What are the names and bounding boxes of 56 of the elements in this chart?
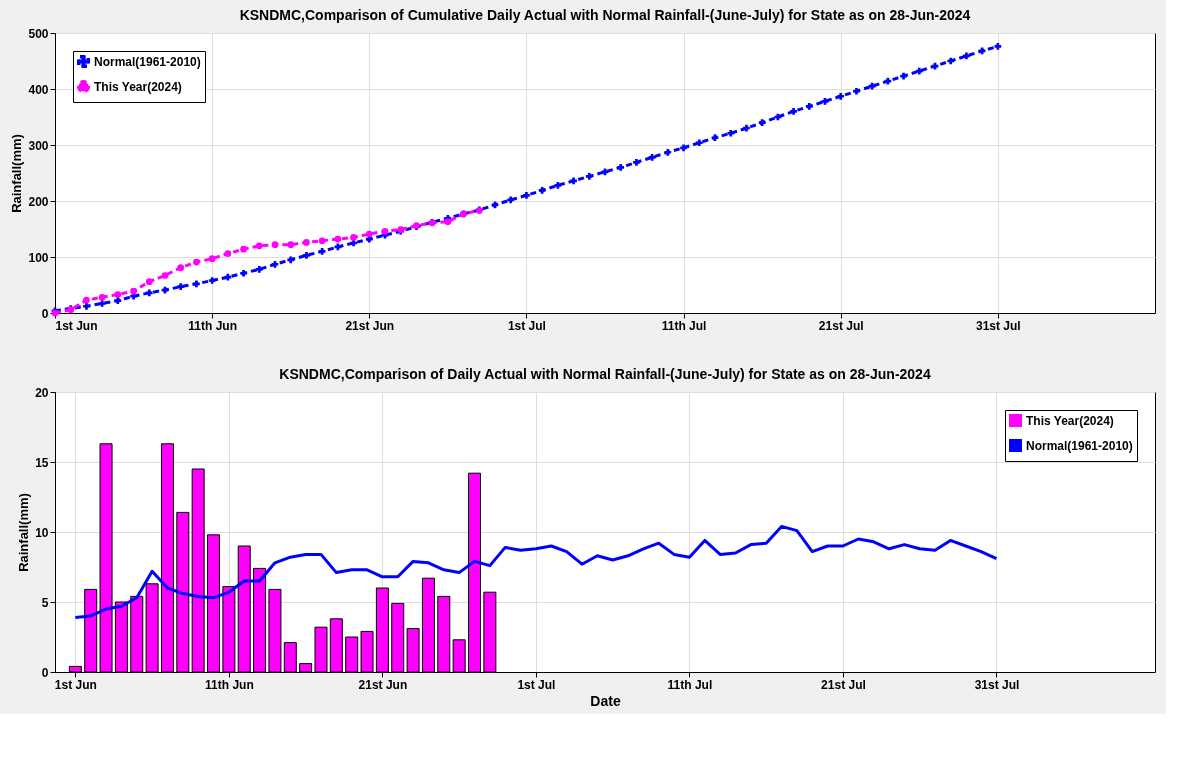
x-tick-label: 1st Jun <box>54 677 97 692</box>
point <box>381 227 389 235</box>
y-tick-label: 10 <box>35 525 49 540</box>
x-tick-label: 21st Jun <box>358 677 408 692</box>
y-tick-label: 500 <box>28 26 49 41</box>
point <box>208 255 216 263</box>
point <box>193 258 200 266</box>
x-tick-label: 21st Jul <box>818 318 864 333</box>
x-tick-label: 1st Jul <box>517 677 556 692</box>
y-tick-label: 5 <box>41 595 49 610</box>
y-axis-title: Rainfall(mm) <box>16 493 32 572</box>
point <box>177 264 185 271</box>
y-tick-label: 300 <box>28 138 49 153</box>
x-tick-label: 21st Jul <box>821 677 866 692</box>
point <box>83 296 90 304</box>
point <box>98 293 106 301</box>
point <box>145 278 153 285</box>
point <box>287 241 295 249</box>
x-tick-label: 1st Jul <box>507 318 546 333</box>
point <box>318 237 326 245</box>
point <box>334 235 342 243</box>
y-tick-label: 100 <box>28 250 49 265</box>
point <box>255 242 263 250</box>
line-series <box>73 524 998 619</box>
chart-title: KSNDMC,Comparison of Daily Actual with Normal Rainfall-(June-July) for State as on 28-Jun-2024 <box>279 366 931 382</box>
legend-label: Normal(1961-2010) <box>1026 438 1133 453</box>
legend-label: This Year(2024) <box>94 79 182 94</box>
x-tick-label: 11th Jul <box>661 318 707 333</box>
x-tick-label: 31st Jul <box>976 318 1021 333</box>
y-tick-label: 20 <box>35 385 49 400</box>
x-tick-label: 11th Jul <box>667 677 713 692</box>
y-tick-label: 0 <box>41 665 49 680</box>
point <box>224 250 232 257</box>
y-tick-label: 200 <box>28 194 49 209</box>
point <box>303 239 310 246</box>
x-tick-label: 31st Jul <box>974 677 1020 692</box>
legend-label: This Year(2024) <box>1026 413 1114 428</box>
point <box>271 241 279 249</box>
point <box>240 245 247 253</box>
x-tick-label: 1st Jun <box>55 318 98 333</box>
point <box>350 234 357 241</box>
point <box>130 287 137 295</box>
y-tick-label: 0 <box>41 306 49 321</box>
y-tick-label: 400 <box>28 82 49 97</box>
point <box>161 272 169 279</box>
point <box>114 291 122 298</box>
y-tick-label: 15 <box>35 455 49 470</box>
x-tick-label: 11th Jun <box>188 318 237 333</box>
y-axis-title: Rainfall(mm) <box>9 134 25 213</box>
point <box>444 218 452 226</box>
point <box>365 230 373 238</box>
legend-label: Normal(1961-2010) <box>94 54 201 69</box>
x-axis-title: Date <box>590 692 621 709</box>
x-tick-label: 21st Jun <box>345 318 395 333</box>
chart-title: KSNDMC,Comparison of Cumulative Daily Actual with Normal Rainfall-(June-July) for State as on 28-Jun-2024 <box>239 7 971 23</box>
x-tick-label: 11th Jun <box>205 677 254 692</box>
